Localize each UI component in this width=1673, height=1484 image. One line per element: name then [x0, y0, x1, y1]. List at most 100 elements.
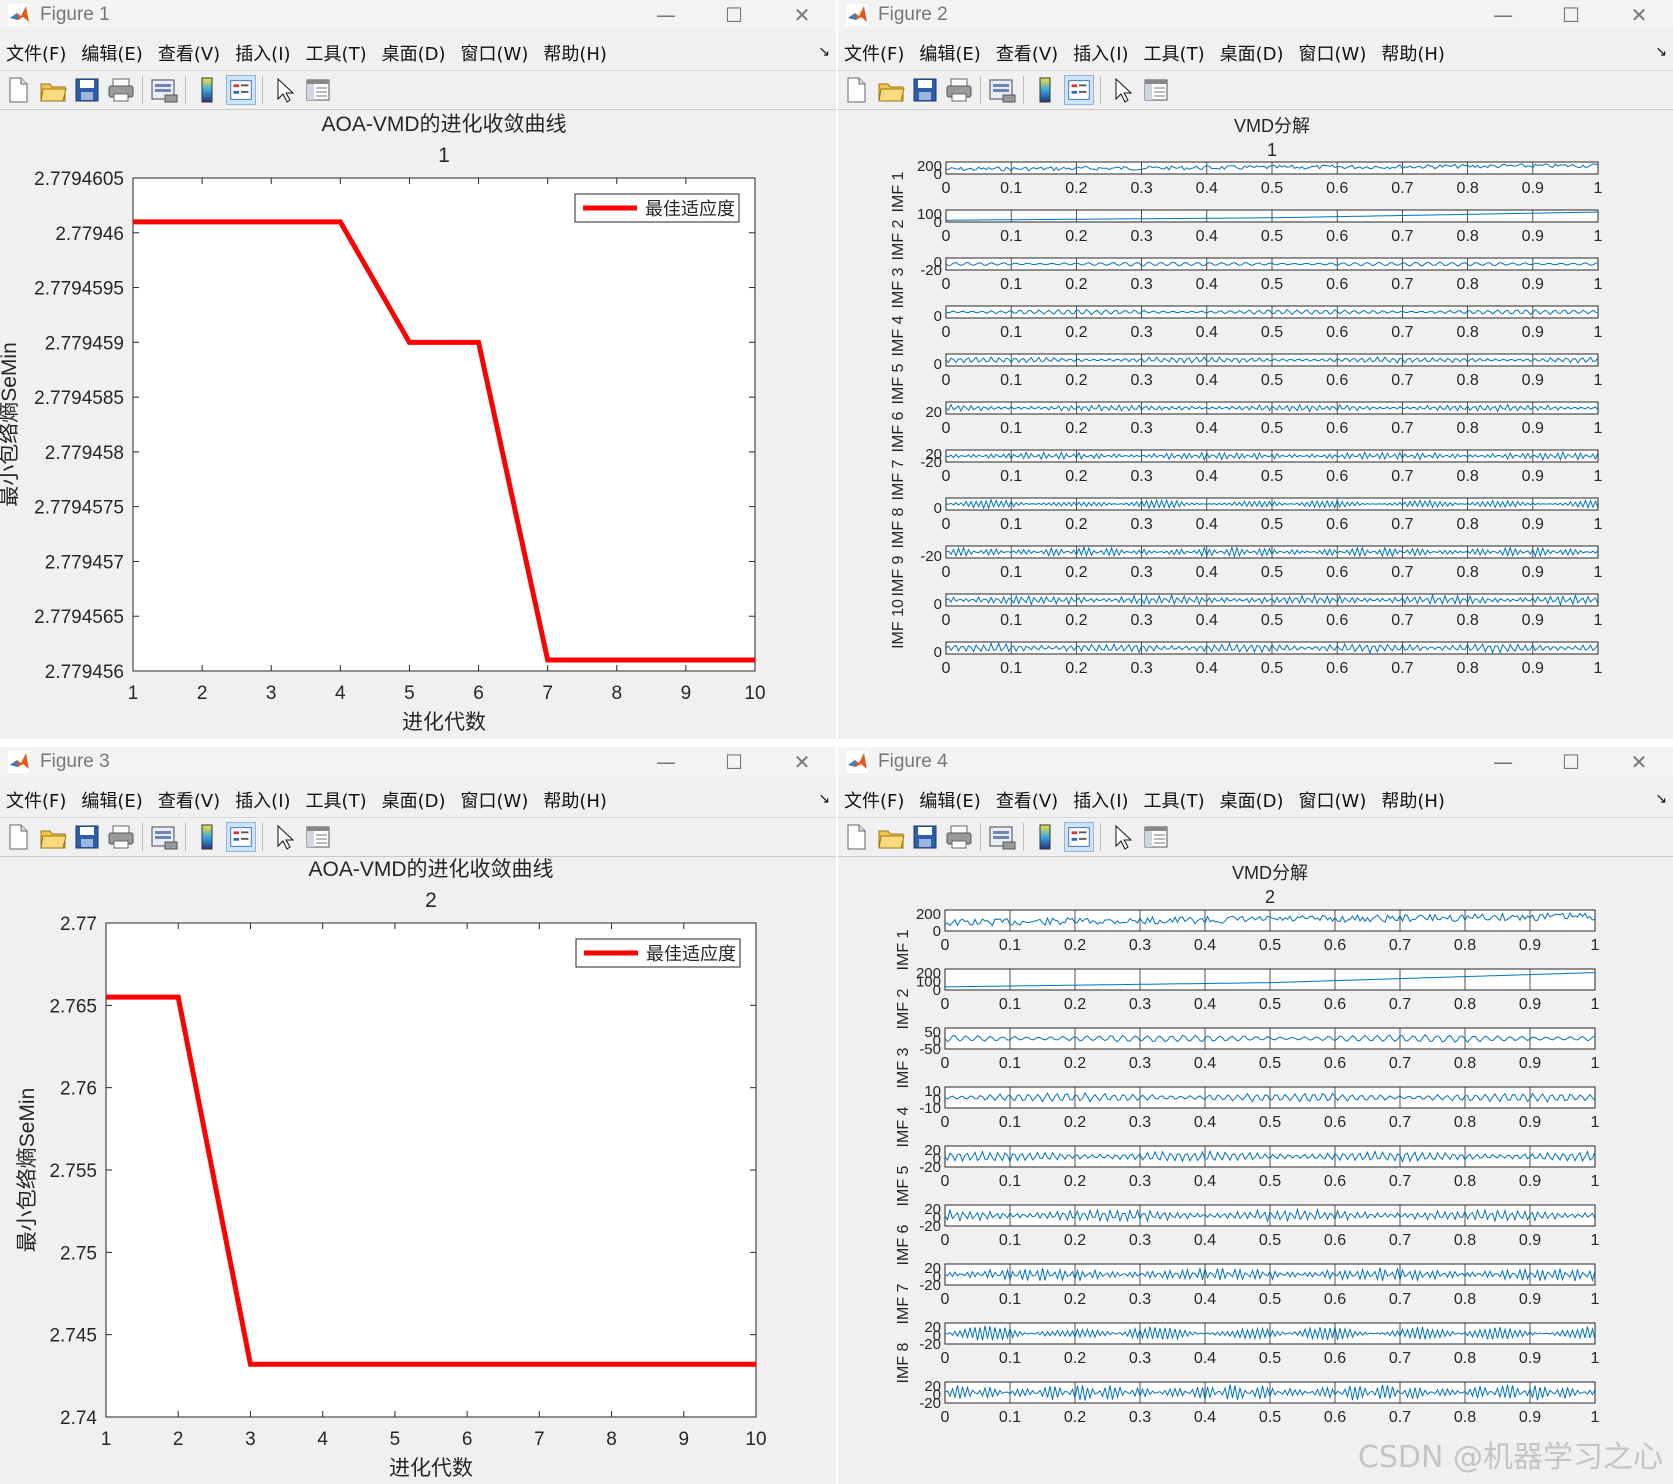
menu-tools[interactable]: 工具(T)	[305, 791, 367, 812]
menu-edit[interactable]: 编辑(E)	[919, 44, 981, 65]
dock-arrow-icon[interactable]: ↘	[818, 44, 830, 60]
colorbar-button[interactable]	[1030, 822, 1060, 852]
menu-view[interactable]: 查看(V)	[157, 44, 221, 65]
minimize-button[interactable]: —	[1493, 750, 1513, 774]
new-file-button[interactable]	[4, 75, 34, 105]
save-button[interactable]	[72, 822, 102, 852]
print-preview-button[interactable]	[987, 822, 1017, 852]
menu-insert[interactable]: 插入(I)	[1073, 791, 1129, 812]
close-button[interactable]: ✕	[793, 3, 811, 27]
menu-insert[interactable]: 插入(I)	[1073, 44, 1129, 65]
property-editor-icon	[306, 79, 330, 101]
maximize-button[interactable]: ☐	[1562, 3, 1580, 27]
minimize-button[interactable]: —	[656, 750, 676, 774]
menu-edit[interactable]: 编辑(E)	[81, 791, 143, 812]
legend-button[interactable]	[1064, 822, 1094, 852]
colorbar-button[interactable]	[192, 75, 222, 105]
close-button[interactable]: ✕	[1630, 3, 1648, 27]
menu-help[interactable]: 帮助(H)	[543, 44, 607, 65]
menu-file[interactable]: 文件(F)	[844, 791, 905, 812]
title-bar[interactable]: Figure 3 — ☐ ✕	[0, 747, 836, 777]
menu-file[interactable]: 文件(F)	[6, 44, 67, 65]
open-folder-button[interactable]	[876, 75, 906, 105]
save-button[interactable]	[910, 75, 940, 105]
colorbar-button[interactable]	[1030, 75, 1060, 105]
maximize-button[interactable]: ☐	[1562, 750, 1580, 774]
menu-window[interactable]: 窗口(W)	[1298, 791, 1367, 812]
pointer-button[interactable]	[269, 75, 299, 105]
menu-desktop[interactable]: 桌面(D)	[381, 791, 446, 812]
x-tick-label: 0.9	[1522, 276, 1544, 293]
print-preview-button[interactable]	[987, 75, 1017, 105]
print-button[interactable]	[106, 75, 136, 105]
x-tick-label: 0.7	[1389, 996, 1411, 1013]
colorbar-button[interactable]	[192, 822, 222, 852]
menu-desktop[interactable]: 桌面(D)	[1219, 44, 1284, 65]
new-file-button[interactable]	[4, 822, 34, 852]
menu-tools[interactable]: 工具(T)	[305, 44, 367, 65]
title-bar[interactable]: Figure 2 — ☐ ✕	[838, 0, 1673, 30]
legend[interactable]: 最佳适应度	[575, 938, 741, 968]
menu-help[interactable]: 帮助(H)	[1381, 791, 1445, 812]
print-button[interactable]	[944, 75, 974, 105]
open-folder-button[interactable]	[38, 822, 68, 852]
print-preview-button[interactable]	[149, 822, 179, 852]
print-button[interactable]	[944, 822, 974, 852]
pointer-button[interactable]	[1107, 822, 1137, 852]
menu-view[interactable]: 查看(V)	[157, 791, 221, 812]
menu-window[interactable]: 窗口(W)	[460, 791, 529, 812]
menu-edit[interactable]: 编辑(E)	[81, 44, 143, 65]
legend[interactable]: 最佳适应度	[574, 193, 740, 223]
menu-window[interactable]: 窗口(W)	[1298, 44, 1367, 65]
open-folder-button[interactable]	[38, 75, 68, 105]
menu-file[interactable]: 文件(F)	[6, 791, 67, 812]
maximize-button[interactable]: ☐	[725, 750, 743, 774]
pointer-button[interactable]	[1107, 75, 1137, 105]
new-file-button[interactable]	[842, 822, 872, 852]
close-button[interactable]: ✕	[793, 750, 811, 774]
dock-arrow-icon[interactable]: ↘	[1655, 791, 1667, 807]
legend-button[interactable]	[1064, 75, 1094, 105]
title-bar[interactable]: Figure 1 — ☐ ✕	[0, 0, 836, 30]
figure-window-3[interactable]: Figure 3 — ☐ ✕ 文件(F) 编辑(E) 查看(V) 插入(I) 工…	[0, 747, 836, 1484]
open-folder-button[interactable]	[876, 822, 906, 852]
print-preview-button[interactable]	[149, 75, 179, 105]
menu-window[interactable]: 窗口(W)	[460, 44, 529, 65]
menu-tools[interactable]: 工具(T)	[1143, 44, 1205, 65]
menu-desktop[interactable]: 桌面(D)	[1219, 791, 1284, 812]
figure-window-4[interactable]: Figure 4 — ☐ ✕ 文件(F) 编辑(E) 查看(V) 插入(I) 工…	[838, 747, 1673, 1484]
save-button[interactable]	[72, 75, 102, 105]
print-button[interactable]	[106, 822, 136, 852]
menu-insert[interactable]: 插入(I)	[235, 44, 291, 65]
title-bar[interactable]: Figure 4 — ☐ ✕	[838, 747, 1673, 777]
legend-button[interactable]	[226, 75, 256, 105]
menu-desktop[interactable]: 桌面(D)	[381, 44, 446, 65]
menu-tools[interactable]: 工具(T)	[1143, 791, 1205, 812]
minimize-button[interactable]: —	[656, 3, 676, 27]
property-editor-button[interactable]	[303, 75, 333, 105]
property-editor-button[interactable]	[303, 822, 333, 852]
x-tick-label: 0.7	[1391, 612, 1413, 629]
menu-insert[interactable]: 插入(I)	[235, 791, 291, 812]
property-editor-button[interactable]	[1141, 822, 1171, 852]
save-button[interactable]	[910, 822, 940, 852]
menu-help[interactable]: 帮助(H)	[543, 791, 607, 812]
maximize-button[interactable]: ☐	[725, 3, 743, 27]
dock-arrow-icon[interactable]: ↘	[818, 791, 830, 807]
close-button[interactable]: ✕	[1630, 750, 1648, 774]
figure-window-2[interactable]: Figure 2 — ☐ ✕ 文件(F) 编辑(E) 查看(V) 插入(I) 工…	[838, 0, 1673, 739]
menu-edit[interactable]: 编辑(E)	[919, 791, 981, 812]
property-editor-button[interactable]	[1141, 75, 1171, 105]
new-file-button[interactable]	[842, 75, 872, 105]
vmd-panel: 0 0.1 0.2 0.3 0.4 0.5 0.6 0.7 0.8 0.9 1 -20 IMF 8	[890, 507, 1603, 581]
menu-file[interactable]: 文件(F)	[844, 44, 905, 65]
pointer-button[interactable]	[269, 822, 299, 852]
menu-view[interactable]: 查看(V)	[995, 44, 1059, 65]
minimize-button[interactable]: —	[1493, 3, 1513, 27]
menu-view[interactable]: 查看(V)	[995, 791, 1059, 812]
menu-help[interactable]: 帮助(H)	[1381, 44, 1445, 65]
legend-button[interactable]	[226, 822, 256, 852]
figure-window-1[interactable]: Figure 1 — ☐ ✕ 文件(F) 编辑(E) 查看(V) 插入(I) 工…	[0, 0, 836, 739]
y-tick-label: 20	[924, 1142, 941, 1159]
dock-arrow-icon[interactable]: ↘	[1655, 44, 1667, 60]
